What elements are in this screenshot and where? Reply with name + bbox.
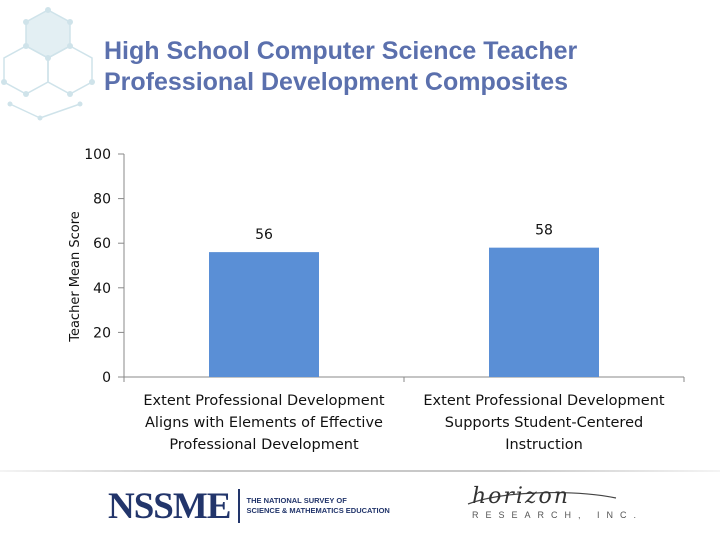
y-axis-title: Teacher Mean Score <box>68 211 83 343</box>
y-tick-label: 100 <box>84 147 111 163</box>
bar <box>209 252 319 377</box>
title-line-2: Professional Development Composites <box>104 68 569 96</box>
x-tick-label: Professional Development <box>169 437 359 453</box>
nssme-tagline-line-2: SCIENCE & MATHEMATICS EDUCATION <box>246 506 390 515</box>
nssme-logo: NSSME THE NATIONAL SURVEY OF SCIENCE & M… <box>108 485 390 527</box>
y-tick-label: 0 <box>102 370 111 386</box>
nssme-tagline: THE NATIONAL SURVEY OF SCIENCE & MATHEMA… <box>246 496 389 516</box>
x-tick-label: Instruction <box>505 437 583 453</box>
hexagon-network-decoration <box>1 7 95 121</box>
nssme-divider <box>238 489 241 523</box>
horizon-subtitle: RESEARCH, INC. <box>472 510 644 520</box>
page-title: High School Computer Science Teacher Pro… <box>104 36 704 98</box>
bar <box>489 247 599 377</box>
nssme-wordmark: NSSME <box>108 485 231 527</box>
nssme-tagline-line-1: THE NATIONAL SURVEY OF <box>246 496 347 505</box>
y-tick-label: 60 <box>93 236 111 252</box>
horizon-wordmark: horizon <box>472 484 570 509</box>
x-tick-label: Supports Student-Centered <box>445 415 643 431</box>
title-line-1: High School Computer Science Teacher <box>104 37 578 65</box>
footer-divider <box>0 470 720 472</box>
data-label: 58 <box>535 223 553 239</box>
horizon-research-logo: horizon RESEARCH, INC. <box>466 484 636 524</box>
data-label: 56 <box>255 227 273 243</box>
y-tick-label: 40 <box>93 281 111 297</box>
x-tick-label: Aligns with Elements of Effective <box>145 415 383 431</box>
bar-chart: 0 20 40 60 80 100 Teacher Mean Score 56 Extent P… <box>68 147 685 453</box>
horizon-swoosh-icon <box>467 492 617 505</box>
x-tick-label: Extent Professional Development <box>143 393 385 409</box>
y-tick-label: 80 <box>93 192 111 208</box>
y-tick-label: 20 <box>93 325 111 341</box>
x-tick-label: Extent Professional Development <box>423 393 665 409</box>
